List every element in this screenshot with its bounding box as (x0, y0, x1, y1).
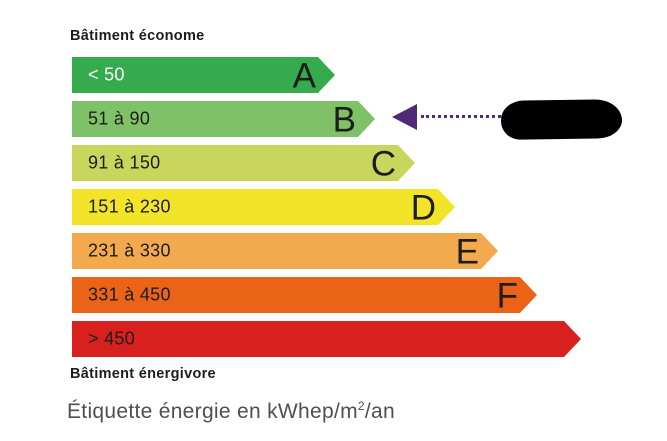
range-label: 51 à 90 (88, 108, 151, 129)
energy-guzzling-building-label: Bâtiment énergivore (70, 366, 216, 382)
grade-letter: F (496, 276, 518, 316)
grade-letter: C (370, 144, 396, 184)
caption-text-suffix: /an (364, 400, 395, 423)
grade-letter: A (292, 56, 316, 96)
energy-bar-f: 331 à 450 F (72, 277, 537, 313)
energy-bar-g: > 450 (72, 321, 581, 357)
range-label: < 50 (88, 64, 125, 85)
range-label: 91 à 150 (88, 152, 161, 173)
energy-bar-d: 151 à 230 D (72, 189, 455, 225)
grade-letter: D (410, 188, 436, 228)
range-label: 151 à 230 (88, 196, 171, 217)
energy-bar-a: < 50 A (72, 57, 335, 93)
economical-building-label: Bâtiment économe (70, 28, 205, 44)
energy-bar-c: 91 à 150 C (72, 145, 415, 181)
indicator-dotted-line (421, 115, 501, 118)
energy-bars: < 50 A 51 à 90 B 91 à 150 C 151 à 230 D … (72, 57, 581, 357)
caption-superscript: 2 (357, 399, 365, 413)
redacted-value-marker (500, 99, 623, 140)
current-rating-arrow-icon (392, 104, 417, 130)
chart-caption: Étiquette énergie en kWhep/m2/an (67, 399, 395, 424)
range-label: > 450 (88, 328, 136, 349)
grade-letter: B (332, 100, 356, 140)
range-label: 331 à 450 (88, 284, 171, 305)
energy-bar-b: 51 à 90 B (72, 101, 375, 137)
energy-bar-e: 231 à 330 E (72, 233, 498, 269)
caption-text: Étiquette énergie en kWhep/m (67, 400, 358, 423)
grade-letter: E (455, 232, 479, 272)
range-label: 231 à 330 (88, 240, 171, 261)
